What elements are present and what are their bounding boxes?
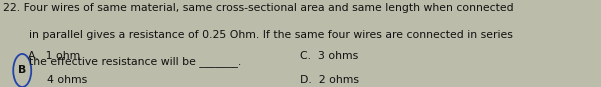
Text: A.  1 ohm: A. 1 ohm bbox=[28, 51, 81, 61]
Text: B: B bbox=[18, 66, 26, 75]
Text: D.  2 ohms: D. 2 ohms bbox=[300, 75, 359, 85]
Text: in parallel gives a resistance of 0.25 Ohm. If the same four wires are connected: in parallel gives a resistance of 0.25 O… bbox=[29, 30, 513, 40]
Text: the effective resistance will be _______.: the effective resistance will be _______… bbox=[29, 57, 241, 67]
Text: 4 ohms: 4 ohms bbox=[40, 75, 88, 85]
Text: 22. Four wires of same material, same cross-sectional area and same length when : 22. Four wires of same material, same cr… bbox=[3, 3, 514, 13]
Text: C.  3 ohms: C. 3 ohms bbox=[300, 51, 359, 61]
